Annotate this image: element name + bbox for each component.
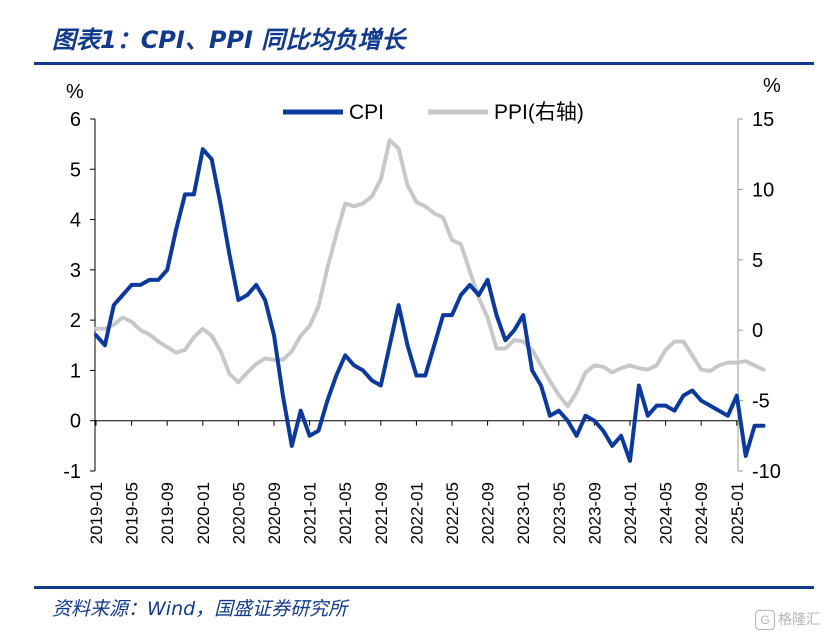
x-tick-label: 2022-05 <box>443 482 462 544</box>
chart-title: 图表1：CPI、PPI 同比均负增长 <box>52 26 406 54</box>
legend-ppi-label: PPI(右轴) <box>494 101 584 124</box>
right-tick-label: 5 <box>752 250 763 272</box>
x-tick-label: 2024-01 <box>621 482 640 544</box>
x-tick-label: 2023-09 <box>585 482 604 544</box>
x-tick-label: 2019-01 <box>87 482 106 544</box>
x-tick-label: 2021-05 <box>336 482 355 544</box>
series-lines <box>94 138 766 463</box>
left-tick-label: 6 <box>70 109 81 131</box>
watermark-logo-icon: G <box>755 610 775 630</box>
ppi-line <box>94 138 766 409</box>
left-tick-label: 4 <box>70 210 81 232</box>
legend: CPI PPI(右轴) <box>283 101 584 124</box>
left-tick-label: -1 <box>63 461 81 483</box>
right-tick-label: -5 <box>752 391 770 413</box>
x-tick-label: 2024-09 <box>692 482 711 544</box>
top-divider <box>34 62 814 65</box>
source-note: 资料来源：Wind，国盛证券研究所 <box>52 598 348 620</box>
x-tick-label: 2022-01 <box>407 482 426 544</box>
x-tick-label: 2022-09 <box>479 482 498 544</box>
right-tick-label: 10 <box>752 179 774 201</box>
x-tick-label: 2021-01 <box>301 482 320 544</box>
x-tick-label: 2020-09 <box>265 482 284 544</box>
left-tick-label: 2 <box>70 310 81 332</box>
x-tick-label: 2023-01 <box>514 482 533 544</box>
left-unit-label: % <box>66 81 84 103</box>
x-tick-label: 2023-05 <box>550 482 569 544</box>
right-tick-label: 0 <box>752 320 763 342</box>
x-tick-label: 2024-05 <box>657 482 676 544</box>
watermark: G 格隆汇 <box>755 609 820 630</box>
legend-cpi-label: CPI <box>349 101 384 124</box>
left-tick-label: 5 <box>70 159 81 181</box>
left-tick-label: 1 <box>70 360 81 382</box>
x-tick-label: 2020-05 <box>229 482 248 544</box>
left-tick-label: 3 <box>70 260 81 282</box>
x-tick-label: 2020-01 <box>194 482 213 544</box>
x-tick-label: 2019-05 <box>123 482 142 544</box>
left-tick-label: 0 <box>70 411 81 433</box>
watermark-text: 格隆汇 <box>778 611 820 627</box>
cpi-line <box>94 147 766 463</box>
bottom-divider <box>34 586 814 589</box>
right-tick-label: -10 <box>752 461 781 483</box>
x-tick-label: 2021-09 <box>372 482 391 544</box>
right-unit-label: % <box>763 75 781 97</box>
right-tick-label: 15 <box>752 109 774 131</box>
x-tick-label: 2019-09 <box>158 482 177 544</box>
x-tick-label: 2025-01 <box>728 482 747 544</box>
